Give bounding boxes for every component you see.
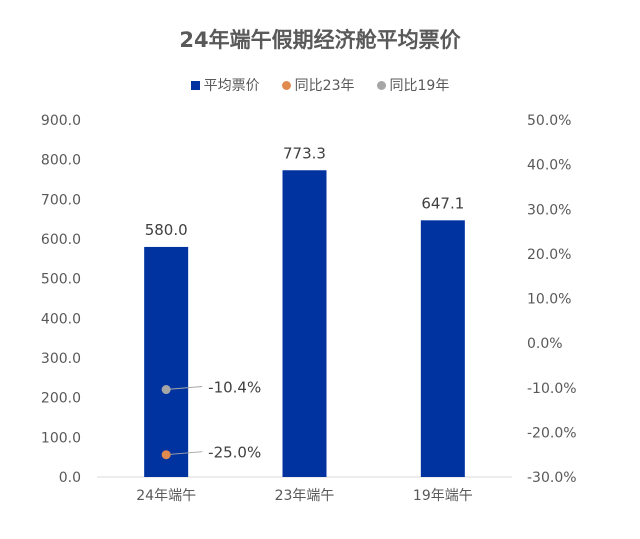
annotation-leader-line xyxy=(166,451,203,456)
y-left-tick-label: 0.0 xyxy=(59,470,81,486)
legend-label-yoy-23: 同比23年 xyxy=(294,78,355,94)
legend-swatch-avg-fare xyxy=(190,80,200,90)
x-category-label: 23年端午 xyxy=(275,488,335,504)
yoy-23-label: -25.0% xyxy=(208,444,261,462)
yoy-23-point xyxy=(161,450,171,460)
y-left-tick-label: 100.0 xyxy=(41,430,81,446)
yoy-19-point xyxy=(161,385,171,395)
y-right-tick-label: 30.0% xyxy=(527,202,571,218)
y-left-tick-label: 400.0 xyxy=(41,311,81,327)
y-left-tick-label: 500.0 xyxy=(41,272,81,288)
legend-item-avg-fare: 平均票价 xyxy=(190,75,260,95)
legend-item-yoy-23: 同比23年 xyxy=(281,75,355,95)
y-right-tick-label: -30.0% xyxy=(527,470,577,486)
y-left-tick-label: 800.0 xyxy=(41,153,81,169)
bar xyxy=(144,246,189,477)
legend-item-yoy-19: 同比19年 xyxy=(376,75,450,95)
bar-value-label: 647.1 xyxy=(421,194,464,212)
y-right-tick-label: -10.0% xyxy=(527,381,577,397)
bar-value-label: 773.3 xyxy=(283,144,326,162)
x-category-label: 19年端午 xyxy=(413,488,473,504)
chart-title: 24年端午假期经济舱平均票价 xyxy=(179,28,461,52)
y-left-tick-label: 700.0 xyxy=(41,192,81,208)
legend-swatch-yoy-23 xyxy=(281,80,291,90)
legend: 平均票价 同比23年 同比19年 xyxy=(0,75,640,95)
legend-swatch-yoy-19 xyxy=(376,80,386,90)
annotation-leader-line xyxy=(166,386,203,391)
bar xyxy=(420,220,465,477)
y-right-tick-label: 40.0% xyxy=(527,158,571,174)
legend-label-yoy-19: 同比19年 xyxy=(389,78,450,94)
bar xyxy=(282,170,327,477)
y-right-tick-label: 0.0% xyxy=(527,336,563,352)
y-right-tick-label: -20.0% xyxy=(527,425,577,441)
y-right-tick-label: 20.0% xyxy=(527,247,571,263)
y-right-tick-label: 50.0% xyxy=(527,113,571,129)
bar-value-label: 580.0 xyxy=(145,221,188,239)
y-left-tick-label: 300.0 xyxy=(41,351,81,367)
yoy-19-label: -10.4% xyxy=(208,379,261,397)
x-category-label: 24年端午 xyxy=(136,488,196,504)
legend-label-avg-fare: 平均票价 xyxy=(203,78,260,94)
y-right-tick-label: 10.0% xyxy=(527,292,571,308)
y-left-tick-label: 200.0 xyxy=(41,391,81,407)
y-left-tick-label: 600.0 xyxy=(41,232,81,248)
y-left-tick-label: 900.0 xyxy=(41,113,81,129)
